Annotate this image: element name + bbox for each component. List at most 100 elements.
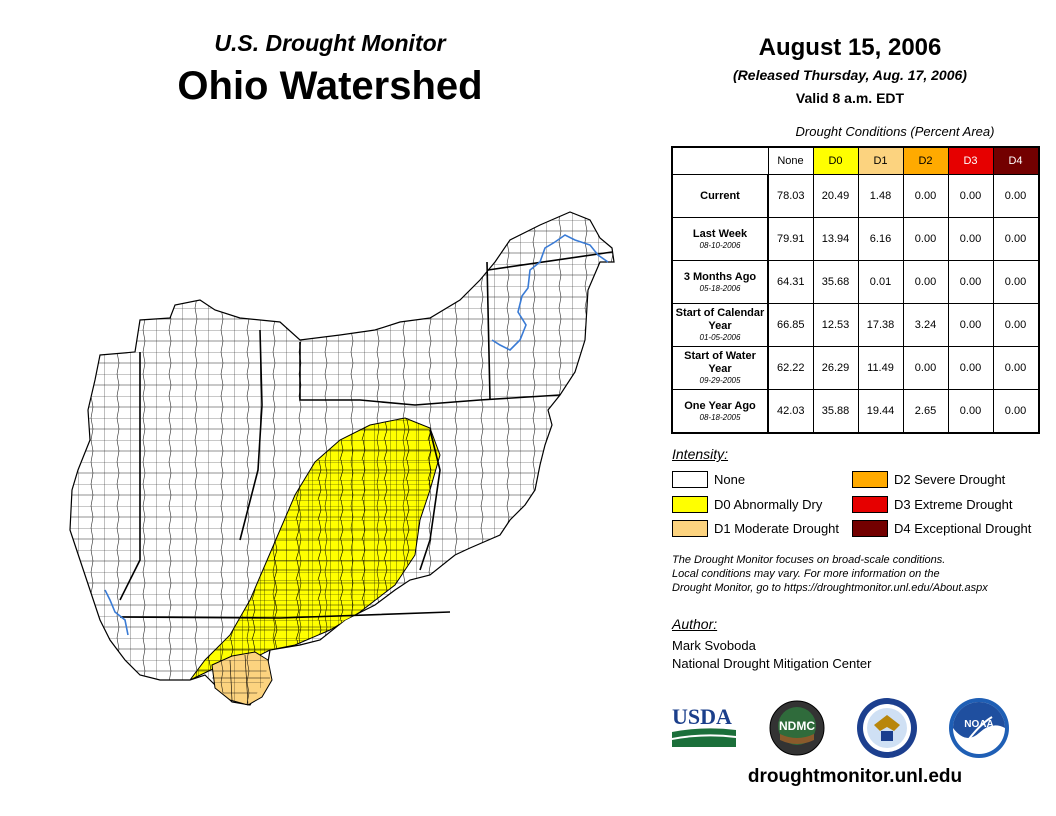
table-cell: 78.03 bbox=[767, 174, 814, 218]
svg-text:USDA: USDA bbox=[672, 704, 732, 729]
legend-label: D2 Severe Drought bbox=[894, 472, 1006, 487]
row-date: 05-18-2006 bbox=[699, 283, 741, 293]
drought-map bbox=[69, 211, 615, 706]
table-cell: 0.00 bbox=[947, 260, 994, 304]
table-cell: 0.01 bbox=[857, 260, 904, 304]
col-d3: D3 bbox=[947, 146, 994, 175]
legend-label: D4 Exceptional Drought bbox=[894, 521, 1032, 536]
table-cell: 0.00 bbox=[947, 389, 994, 434]
map-subtitle: U.S. Drought Monitor bbox=[214, 30, 446, 56]
col-d0: D0 bbox=[812, 146, 859, 175]
col-none: None bbox=[767, 146, 814, 175]
author-org: National Drought Mitigation Center bbox=[672, 656, 872, 671]
legend-swatch bbox=[852, 471, 888, 488]
row-header: Start of Calendar Year 01-05-2006 bbox=[671, 303, 769, 347]
table-cell: 35.68 bbox=[812, 260, 859, 304]
table-cell: 0.00 bbox=[992, 217, 1039, 261]
table-cell: 0.00 bbox=[902, 217, 949, 261]
table-cell: 0.00 bbox=[902, 260, 949, 304]
map-title: Ohio Watershed bbox=[177, 64, 483, 108]
row-label: Start of Water Year bbox=[684, 350, 756, 375]
legend-label: D1 Moderate Drought bbox=[714, 521, 840, 536]
legend-swatch bbox=[852, 496, 888, 513]
legend-swatch bbox=[672, 496, 708, 513]
note-line: Local conditions may vary. For more info… bbox=[672, 568, 940, 580]
table-cell: 0.00 bbox=[992, 174, 1039, 218]
table-cell: 0.00 bbox=[947, 346, 994, 390]
table-cell: 35.88 bbox=[812, 389, 859, 434]
legend-item-d2: D2 Severe Drought bbox=[852, 471, 1005, 488]
table-cell: 1.48 bbox=[857, 174, 904, 218]
table-cell: 17.38 bbox=[857, 303, 904, 347]
author-name: Mark Svoboda bbox=[672, 638, 756, 653]
table-row: Last Week 08-10-2006 79.91 13.94 6.16 0.00 0.0… bbox=[671, 217, 1039, 261]
legend-title: Intensity: bbox=[672, 446, 729, 462]
table-row: One Year Ago 08-18-2005 42.03 35.88 19.44 2.6… bbox=[671, 389, 1039, 434]
noaa-logo: NOAA bbox=[949, 698, 1009, 758]
row-header: 3 Months Ago 05-18-2006 bbox=[671, 260, 769, 304]
release-date: (Released Thursday, Aug. 17, 2006) bbox=[733, 67, 967, 83]
river-lines bbox=[104, 234, 609, 636]
table-caption: Drought Conditions (Percent Area) bbox=[795, 124, 995, 139]
row-date: 01-05-2006 bbox=[699, 333, 741, 342]
legend-label: D0 Abnormally Dry bbox=[714, 497, 823, 512]
map-date: August 15, 2006 bbox=[758, 34, 942, 61]
row-label: Current bbox=[700, 189, 740, 202]
table-row: 3 Months Ago 05-18-2006 64.31 35.68 0.01 0.00… bbox=[671, 260, 1039, 304]
table-cell: 13.94 bbox=[812, 217, 859, 261]
table-cell: 0.00 bbox=[992, 346, 1039, 390]
table-corner bbox=[672, 147, 768, 175]
legend-label: None bbox=[714, 472, 746, 487]
legend-swatch bbox=[672, 471, 708, 488]
legend-item-none: None bbox=[672, 471, 745, 488]
legend-item-d0: D0 Abnormally Dry bbox=[672, 496, 822, 513]
table-cell: 0.00 bbox=[902, 174, 949, 218]
author-heading: Author: bbox=[672, 616, 718, 632]
commerce-seal bbox=[857, 698, 917, 758]
table-cell: 2.65 bbox=[902, 389, 949, 434]
county-boundaries bbox=[70, 212, 614, 705]
valid-time: Valid 8 a.m. EDT bbox=[795, 90, 905, 106]
table-row: Start of Water Year 09-29-2005 62.22 26.29 1… bbox=[671, 346, 1039, 390]
table-row: Start of Calendar Year 01-05-2006 66.85 12.… bbox=[671, 303, 1039, 347]
col-d1: D1 bbox=[857, 146, 904, 175]
col-d4: D4 bbox=[992, 146, 1039, 175]
table-cell: 0.00 bbox=[947, 174, 994, 218]
disclaimer-notes: The Drought Monitor focuses on broad-sca… bbox=[672, 553, 1042, 595]
row-header: One Year Ago 08-18-2005 bbox=[671, 389, 769, 434]
table-row: Current 78.03 20.49 1.48 0.00 0.00 0.00 bbox=[671, 174, 1039, 218]
table-cell: 0.00 bbox=[992, 260, 1039, 304]
row-label: Start of Calendar Year bbox=[675, 307, 765, 332]
table-cell: 79.91 bbox=[767, 217, 814, 261]
table-cell: 20.49 bbox=[812, 174, 859, 218]
row-header: Start of Water Year 09-29-2005 bbox=[671, 346, 769, 390]
table-cell: 0.00 bbox=[992, 389, 1039, 434]
legend-swatch bbox=[672, 520, 708, 537]
table-cell: 64.31 bbox=[767, 260, 814, 304]
legend-item-d1: D1 Moderate Drought bbox=[672, 520, 839, 537]
table-cell: 19.44 bbox=[857, 389, 904, 434]
table-header-row: None D0 D1 D2 D3 D4 bbox=[672, 146, 1039, 175]
table-cell: 0.00 bbox=[947, 303, 994, 347]
row-label: 3 Months Ago bbox=[683, 270, 757, 283]
legend-label: D3 Extreme Drought bbox=[894, 497, 1013, 512]
table-cell: 0.00 bbox=[902, 346, 949, 390]
note-line: Drought Monitor, go to https://droughtmo… bbox=[672, 582, 988, 594]
table-cell: 62.22 bbox=[767, 346, 814, 390]
row-date: 08-18-2005 bbox=[699, 412, 741, 422]
col-d2: D2 bbox=[902, 146, 949, 175]
row-label: Last Week bbox=[692, 227, 748, 240]
table-cell: 12.53 bbox=[812, 303, 859, 347]
ndmc-logo: NDMC bbox=[769, 700, 825, 756]
table-cell: 11.49 bbox=[857, 346, 904, 390]
row-date: 09-29-2005 bbox=[699, 376, 741, 385]
usda-logo: USDA bbox=[672, 704, 736, 747]
note-line: The Drought Monitor focuses on broad-sca… bbox=[672, 554, 946, 566]
table-cell: 3.24 bbox=[902, 303, 949, 347]
footer-url: droughtmonitor.unl.edu bbox=[747, 766, 963, 787]
table-cell: 0.00 bbox=[947, 217, 994, 261]
legend-item-d3: D3 Extreme Drought bbox=[852, 496, 1013, 513]
table-cell: 6.16 bbox=[857, 217, 904, 261]
drought-conditions-table: None D0 D1 D2 D3 D4 Current 78.03 20.49 1.4… bbox=[671, 146, 1040, 434]
table-cell: 26.29 bbox=[812, 346, 859, 390]
